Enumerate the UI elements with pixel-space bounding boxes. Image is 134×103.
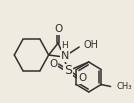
Text: CH₃: CH₃ bbox=[116, 82, 132, 91]
Text: N: N bbox=[61, 51, 69, 61]
Text: H: H bbox=[62, 40, 68, 50]
Text: OH: OH bbox=[84, 40, 99, 50]
Text: S: S bbox=[64, 64, 72, 77]
Text: O: O bbox=[49, 59, 57, 69]
Text: O: O bbox=[78, 73, 86, 83]
Text: O: O bbox=[54, 24, 62, 34]
